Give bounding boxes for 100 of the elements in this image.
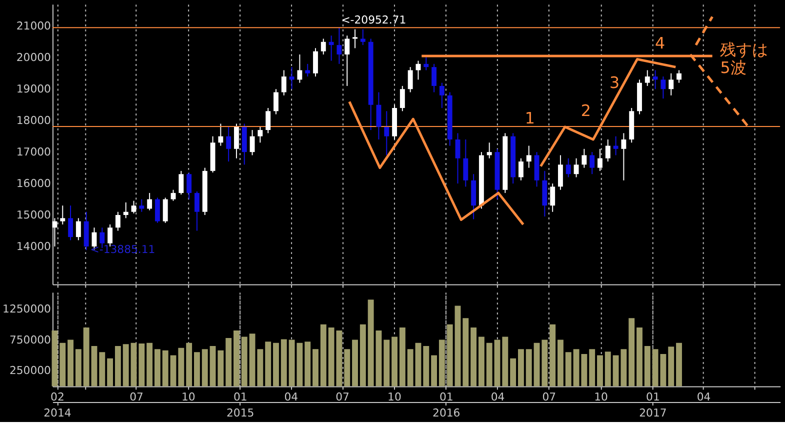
x-tick-label: 01 [233, 390, 248, 404]
bar [218, 350, 224, 386]
candlestick [139, 198, 144, 212]
candlestick [660, 76, 666, 100]
x-tick-label: 10 [182, 390, 196, 404]
bar [478, 336, 484, 386]
bar [107, 358, 114, 386]
bar [494, 340, 500, 386]
x-tick-label: 10 [594, 390, 608, 404]
candlestick [68, 205, 74, 241]
y-tick-label: 20000 [16, 51, 52, 64]
annotation: 2 [580, 100, 591, 120]
bar [130, 342, 137, 386]
candlestick [605, 138, 610, 162]
candlestick [574, 158, 579, 178]
x2-tick-label: 2017 [639, 406, 667, 420]
bar [454, 306, 461, 386]
candlestick [550, 183, 556, 212]
candlestick [408, 66, 413, 93]
bar [668, 346, 674, 386]
candlestick [384, 110, 390, 156]
bar [162, 350, 168, 386]
candlestick [194, 190, 200, 232]
bar [265, 342, 272, 386]
candlestick [439, 82, 444, 108]
bar [202, 349, 208, 386]
candlestick [455, 132, 460, 184]
bar [392, 336, 398, 386]
candlestick [668, 72, 674, 96]
annotation: 3 [610, 72, 620, 92]
bar [154, 349, 160, 386]
x2-tick-label: 2016 [432, 406, 460, 420]
candlestick [131, 200, 136, 214]
candlestick [526, 145, 532, 168]
bar [415, 342, 422, 386]
candlestick [344, 35, 350, 86]
bar [178, 348, 184, 386]
candlestick [154, 197, 160, 224]
bar [462, 318, 469, 386]
candlestick [60, 205, 66, 225]
candlestick [266, 107, 271, 134]
bar [241, 336, 248, 386]
bar [542, 340, 548, 386]
x-tick-label: 01 [646, 390, 660, 404]
bar [407, 349, 414, 386]
candlestick [558, 154, 563, 190]
bar [68, 340, 74, 386]
annotation: 4 [655, 33, 666, 52]
candlestick [170, 189, 176, 202]
candlestick [486, 142, 492, 159]
bar [636, 327, 642, 386]
candlestick [234, 123, 239, 159]
annotation: <-20952.71 [341, 14, 406, 27]
candlestick [76, 218, 81, 241]
y-tick-label: 1250000 [2, 302, 52, 316]
candlestick [328, 35, 334, 62]
candlestick [621, 132, 626, 181]
bar [438, 340, 445, 386]
bar [312, 349, 318, 386]
x-tick-label: 04 [696, 390, 711, 404]
candlestick [305, 63, 310, 77]
bar [589, 349, 596, 386]
candlestick [644, 70, 650, 86]
bar [502, 336, 508, 386]
candlestick [258, 126, 263, 144]
y-tick-label: 21000 [16, 20, 52, 33]
candlestick [652, 70, 658, 90]
x2-tick-label: 2015 [226, 406, 254, 420]
x2-tick-label: 2014 [44, 406, 72, 420]
x-tick-label: 07 [542, 390, 556, 404]
bar [470, 327, 477, 386]
candlestick [226, 126, 232, 162]
bar [114, 346, 121, 386]
bar [446, 324, 453, 386]
bar [273, 342, 279, 386]
candlestick [590, 152, 595, 175]
annotation: 残すは 5波 [720, 40, 768, 77]
x-tick-label: 10 [388, 390, 402, 404]
bar [99, 352, 106, 386]
candlestick [297, 54, 302, 84]
bar [558, 340, 564, 386]
bar [186, 342, 192, 386]
bar [384, 340, 390, 386]
bar [628, 318, 635, 386]
bar [510, 358, 516, 386]
candlestick [289, 66, 294, 90]
candlestick [360, 28, 366, 46]
bar [320, 324, 326, 386]
bar [52, 330, 58, 386]
candlestick [676, 70, 682, 84]
x-tick-label: 07 [130, 390, 144, 404]
bar [344, 349, 350, 386]
bar [352, 340, 358, 386]
bar [210, 346, 216, 386]
x-tick-label: 04 [490, 390, 505, 404]
candlestick [598, 148, 602, 172]
bar [423, 346, 430, 386]
bar [431, 355, 438, 386]
candlestick [376, 92, 382, 140]
bar [226, 338, 232, 386]
